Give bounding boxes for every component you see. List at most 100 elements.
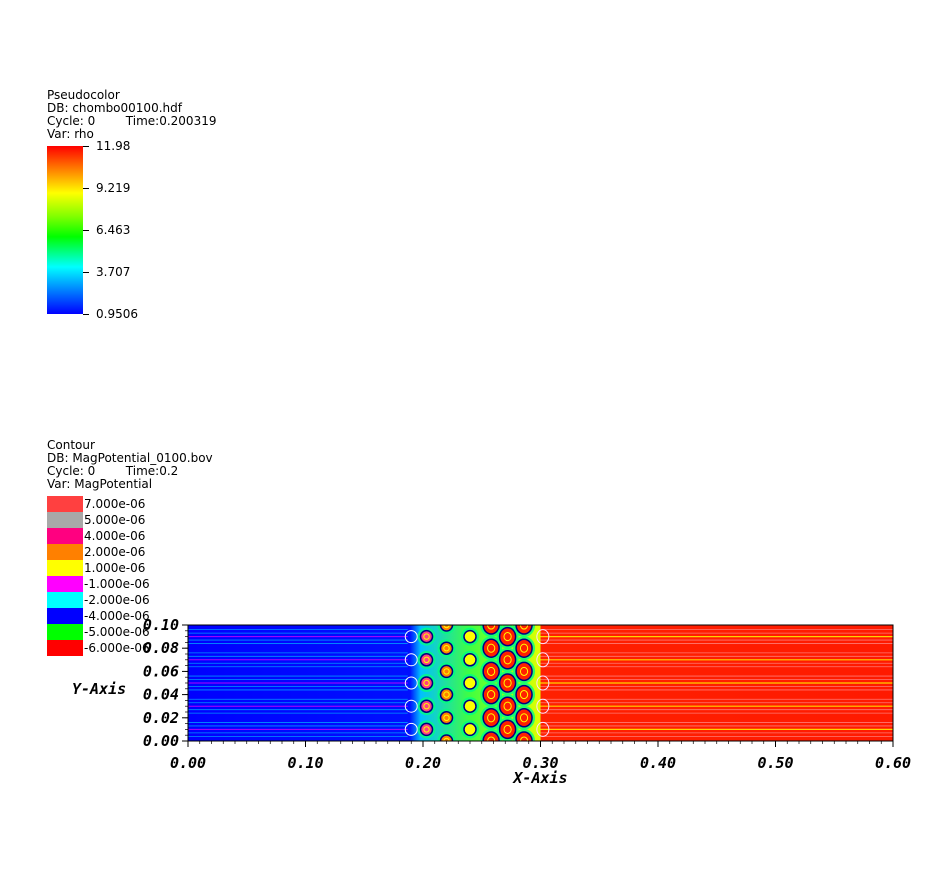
contour-level-label: 7.000e-06: [84, 497, 146, 511]
cell-inner: [487, 666, 496, 676]
y-tick-label: 0.10: [143, 616, 179, 634]
contour-level-swatch: [47, 528, 83, 544]
contour-end-cap: [404, 722, 418, 736]
cell-inner: [423, 633, 430, 640]
cell-inner: [487, 643, 496, 653]
contour-level-swatch: [47, 624, 83, 640]
cell-core: [482, 661, 500, 682]
colorbar-label: 6.463: [96, 223, 131, 237]
y-tick-label: 0.06: [143, 662, 179, 680]
colorbar-tick: [83, 188, 89, 189]
contour-end-cap: [536, 698, 550, 714]
contour-end-cap: [404, 653, 418, 667]
cell-core: [419, 722, 434, 737]
cell-core: [515, 708, 533, 728]
colorbar-label-min: 0.9506: [96, 307, 138, 321]
y-tick-label: 0.04: [143, 686, 179, 704]
colorbar-tick: [83, 146, 89, 147]
cell-inner: [466, 656, 474, 663]
cell-core: [463, 722, 477, 737]
pseudocolor-colorbar: [47, 146, 83, 314]
contour-end-cap: [404, 699, 418, 713]
cell-inner: [503, 632, 512, 642]
contour-db: DB: MagPotential_0100.bov: [47, 451, 213, 465]
cell-inner: [503, 701, 512, 711]
cell-core: [482, 684, 500, 705]
axes: 0.00 0.10 0.20 0.30 0.40 0.50 0.60 0.00 0.02 0.04…: [72, 616, 911, 787]
contour-level-label: -1.000e-06: [84, 577, 150, 591]
contour-plot-type: Contour: [47, 438, 95, 452]
colorbar-label: 3.707: [96, 265, 131, 279]
cell-core: [515, 684, 533, 705]
x-tick-label: 0.30: [522, 754, 558, 772]
contour-level-swatch: [47, 592, 83, 608]
cell-core: [498, 650, 517, 670]
cell-core: [515, 661, 533, 682]
cell-core: [498, 696, 517, 716]
cell-inner: [443, 625, 450, 629]
cell-core: [439, 711, 454, 725]
cell-inner: [466, 679, 474, 687]
contour-level-swatch: [47, 576, 83, 592]
contour-level-label: 1.000e-06: [84, 561, 146, 575]
cell-core: [498, 626, 517, 647]
cell-inner: [423, 656, 430, 663]
colorbar-tick: [83, 314, 89, 315]
cell-inner: [423, 726, 430, 733]
cell-inner: [423, 679, 430, 687]
contour-level-swatch: [47, 640, 83, 656]
y-axis-label: Y-Axis: [72, 680, 126, 698]
x-tick-label: 0.10: [287, 754, 323, 772]
contour-level-label: -2.000e-06: [84, 593, 150, 607]
cell-inner: [519, 736, 529, 741]
x-tick-label: 0.40: [640, 754, 676, 772]
colorbar-tick: [83, 230, 89, 231]
colorbar-tick: [83, 272, 89, 273]
cell-inner: [487, 713, 496, 723]
pseudocolor-plot-type: Pseudocolor: [47, 88, 120, 102]
contour-level-label: 5.000e-06: [84, 513, 146, 527]
cell-inner: [503, 655, 512, 665]
cell-core: [439, 664, 454, 679]
cell-core: [419, 676, 434, 690]
contour-level-swatch: [47, 512, 83, 528]
cell-inner: [487, 690, 496, 700]
cell-inner: [466, 633, 474, 640]
cell-core: [498, 719, 517, 740]
cell-core: [482, 708, 500, 728]
y-tick-label: 0.00: [143, 732, 179, 750]
contour-end-cap: [536, 675, 550, 691]
contour-end-cap: [536, 652, 550, 668]
cell-inner: [466, 703, 474, 710]
x-tick-label: 0.60: [875, 754, 911, 772]
colorbar-label-max: 11.98: [96, 139, 131, 153]
pseudocolor-cycle-time: Cycle: 0 Time:0.200319: [47, 114, 217, 128]
contour-level-label: -5.000e-06: [84, 625, 150, 639]
cell-core: [463, 676, 477, 690]
colorbar-label: 9.219: [96, 181, 131, 195]
y-tick-label: 0.08: [143, 639, 179, 657]
x-tick-label: 0.00: [170, 754, 206, 772]
cell-core: [463, 699, 477, 713]
cell-inner: [519, 713, 529, 723]
cell-core: [439, 687, 454, 702]
cell-inner: [519, 666, 529, 676]
contour-end-cap: [536, 721, 550, 737]
contour-level-label: -6.000e-06: [84, 641, 150, 655]
contour-level-swatch: [47, 560, 83, 576]
cell-inner: [443, 714, 450, 721]
x-tick-label: 0.50: [757, 754, 793, 772]
pseudocolor-var: Var: rho: [47, 127, 94, 141]
contour-level-swatch: [47, 496, 83, 512]
contour-end-cap: [404, 630, 418, 644]
contour-end-cap: [536, 629, 550, 645]
contour-level-label: 2.000e-06: [84, 545, 146, 559]
contour-level-swatch: [47, 608, 83, 624]
cell-inner: [503, 724, 512, 734]
cell-inner: [519, 690, 529, 700]
x-axis-label: X-Axis: [511, 769, 567, 787]
cell-core: [515, 638, 533, 658]
cell-core: [419, 699, 434, 713]
contour-end-cap: [404, 676, 418, 690]
